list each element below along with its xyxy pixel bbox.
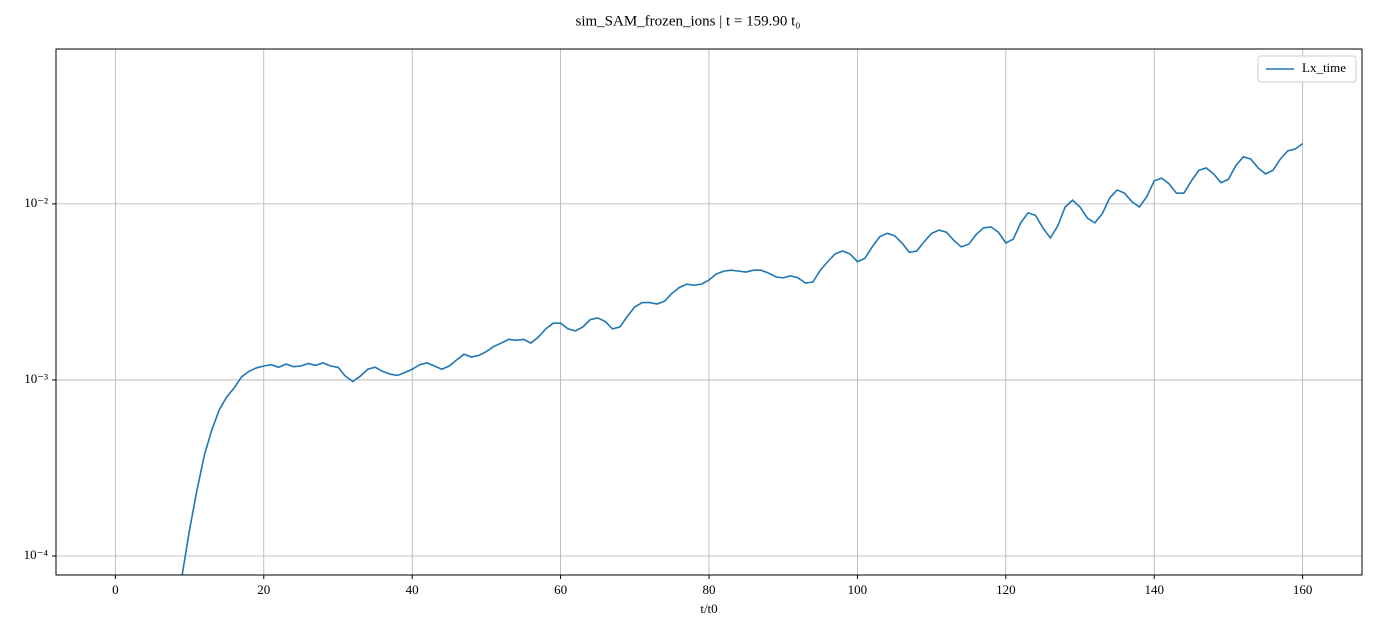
y-tick-label: 10⁻² (24, 195, 48, 210)
legend-box (1257, 55, 1357, 83)
y-tick-label: 10⁻⁴ (24, 547, 49, 562)
x-tick-label: 20 (257, 582, 270, 597)
x-tick-label: 0 (112, 582, 119, 597)
x-tick-label: 60 (554, 582, 567, 597)
plot-frame (55, 48, 1363, 576)
x-tick-label: 140 (1144, 582, 1164, 597)
x-tick-label: 160 (1293, 582, 1313, 597)
legend-label: Lx_time (1302, 60, 1346, 75)
x-tick-label: 80 (703, 582, 716, 597)
chart-title: sim_SAM_frozen_ions | t = 159.90 t₀ (575, 13, 800, 29)
x-tick-label: 120 (996, 582, 1016, 597)
x-axis-label: t/t0 (700, 601, 717, 616)
y-tick-label: 10⁻³ (24, 371, 48, 386)
x-tick-label: 40 (406, 582, 419, 597)
x-tick-label: 100 (848, 582, 868, 597)
data-line (181, 142, 1304, 575)
